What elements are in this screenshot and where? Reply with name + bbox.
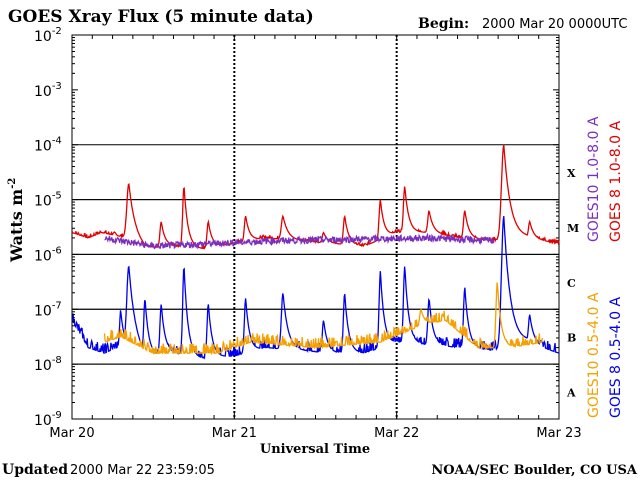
footer-updated-label: Updated: [2, 462, 68, 478]
series-line-goes10-1-0-8-0-a: [104, 232, 495, 250]
footer-credit: NOAA/SEC Boulder, CO USA: [431, 463, 638, 478]
x-tick-label: Mar 21: [212, 426, 257, 441]
flare-class-label: B: [567, 332, 576, 345]
flare-class-label: A: [566, 387, 576, 400]
flare-class-label: X: [567, 167, 576, 180]
legend-entry: GOES10 0.5-4.0 A: [586, 292, 602, 418]
flare-class-label: C: [567, 277, 576, 290]
series-layer: [71, 144, 560, 360]
y-tick-label: 10-3: [34, 81, 62, 100]
footer-updated-value: 2000 Mar 22 23:59:05: [70, 463, 215, 478]
begin-value: 2000 Mar 20 0000UTC: [482, 17, 627, 32]
y-tick-label: 10-4: [34, 136, 62, 155]
y-tick-label: 10-9: [34, 410, 62, 429]
x-tick-label: Mar 23: [536, 426, 581, 441]
legend-entry: GOES10 1.0-8.0 A: [586, 116, 602, 242]
y-tick-label: 10-7: [34, 300, 62, 319]
y-axis-label: Watts m-2: [7, 178, 26, 263]
x-tick-label: Mar 20: [49, 426, 94, 441]
x-axis-label: Universal Time: [260, 442, 370, 457]
legend: GOES10 1.0-8.0 A GOES 8 1.0-8.0 A GOES10 0…: [586, 116, 624, 418]
chart-title: GOES Xray Flux (5 minute data): [8, 7, 314, 27]
y-tick-label: 10-5: [34, 191, 62, 210]
plot-frame: [71, 34, 560, 420]
grid-layer: [72, 35, 559, 420]
y-tick-label: 10-6: [34, 245, 62, 264]
x-tick-label: Mar 22: [374, 426, 419, 441]
y-tick-label: 10-2: [34, 26, 62, 45]
y-tick-label: 10-8: [34, 355, 62, 374]
begin-label: Begin:: [418, 16, 469, 32]
series-line-goes10-0-5-4-0-a: [103, 282, 544, 356]
legend-entry: GOES 8 0.5-4.0 A: [608, 297, 624, 418]
flare-class-label: M: [567, 222, 579, 235]
legend-entry: GOES 8 1.0-8.0 A: [608, 121, 624, 242]
series-line-goes-8-1-0-8-0-a: [71, 144, 560, 250]
